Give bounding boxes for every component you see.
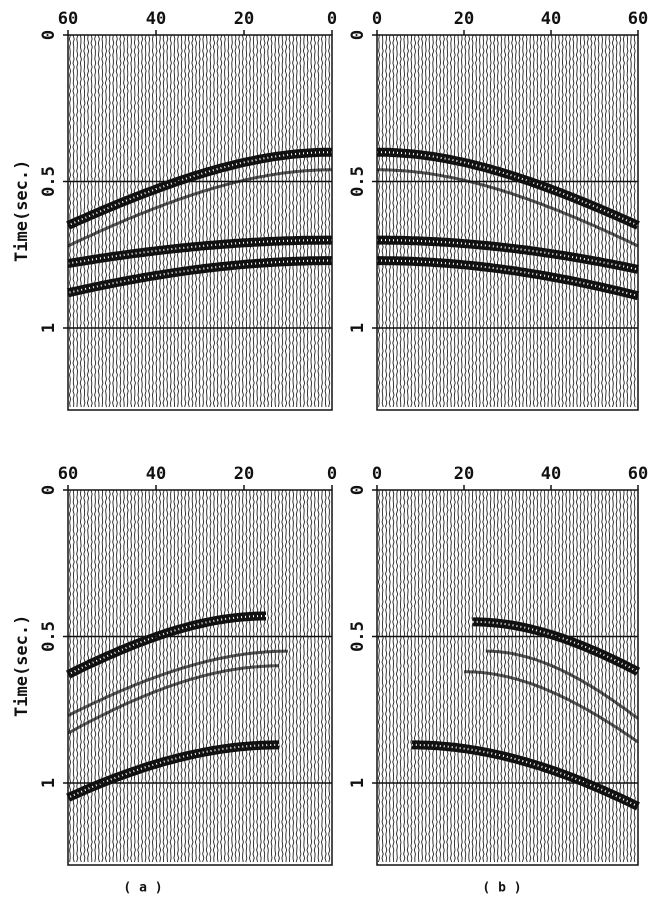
trace-wiggles xyxy=(377,34,636,408)
event xyxy=(67,649,289,717)
x-tick-label: 40 xyxy=(146,9,166,29)
event xyxy=(485,649,639,720)
x-tick-label: 60 xyxy=(628,464,648,484)
seismic-panel: 0 20 40 60 0 0.5 1 xyxy=(348,9,648,411)
y-tick-label: 1 xyxy=(39,778,59,788)
x-tick-label: 60 xyxy=(58,9,78,29)
y-tick-label: 0.5 xyxy=(348,166,368,197)
caption: ( b ) xyxy=(482,881,521,896)
x-tick-label: 0 xyxy=(327,464,337,484)
event xyxy=(67,664,280,735)
y-tick-label: 0 xyxy=(39,485,59,495)
y-tick-label: 1 xyxy=(348,323,368,333)
event-texture xyxy=(67,615,266,676)
seismic-panel: 60 40 20 0 0 0.5 1 Time(sec.) xyxy=(12,9,337,411)
x-tick-label: 20 xyxy=(454,464,474,484)
seismic-panel: 0 20 40 60 0 0.5 1 xyxy=(348,464,648,866)
event-texture xyxy=(67,151,332,227)
x-tick-label: 20 xyxy=(234,464,254,484)
y-tick-label: 0.5 xyxy=(39,166,59,197)
x-tick-label: 0 xyxy=(372,9,382,29)
x-tick-label: 40 xyxy=(146,464,166,484)
y-tick-label: 0.5 xyxy=(39,621,59,652)
x-tick-label: 40 xyxy=(541,9,561,29)
y-axis-label: Time(sec.) xyxy=(12,160,32,262)
y-tick-label: 0 xyxy=(39,30,59,40)
x-tick-label: 0 xyxy=(327,9,337,29)
event-texture xyxy=(411,743,639,808)
event xyxy=(377,168,639,248)
panel-frame xyxy=(67,34,333,411)
y-tick-label: 1 xyxy=(39,323,59,333)
x-tick-label: 0 xyxy=(372,464,382,484)
event xyxy=(377,235,639,274)
x-tick-label: 20 xyxy=(454,9,474,29)
x-tick-label: 20 xyxy=(234,9,254,29)
y-tick-label: 0 xyxy=(348,485,368,495)
event-texture xyxy=(67,239,332,265)
panel-frame xyxy=(376,489,639,866)
event-texture xyxy=(377,151,639,227)
event xyxy=(464,670,639,744)
x-tick-label: 60 xyxy=(58,464,78,484)
y-axis-label: Time(sec.) xyxy=(12,615,32,717)
trace-wiggles xyxy=(68,34,331,408)
y-tick-label: 0 xyxy=(348,30,368,40)
event-texture xyxy=(67,259,332,294)
event-texture xyxy=(67,743,280,799)
x-tick-label: 40 xyxy=(541,464,561,484)
event xyxy=(377,256,640,301)
y-tick-label: 1 xyxy=(348,778,368,788)
event xyxy=(411,740,640,811)
x-tick-label: 60 xyxy=(628,9,648,29)
caption: ( a ) xyxy=(123,881,162,896)
seismic-panel: 60 40 20 0 0 0.5 1 Time(sec.) xyxy=(12,464,337,866)
event xyxy=(67,168,332,248)
y-tick-label: 0.5 xyxy=(348,621,368,652)
panel-frame xyxy=(67,489,333,866)
event xyxy=(66,740,280,802)
panel-frame xyxy=(376,34,639,411)
